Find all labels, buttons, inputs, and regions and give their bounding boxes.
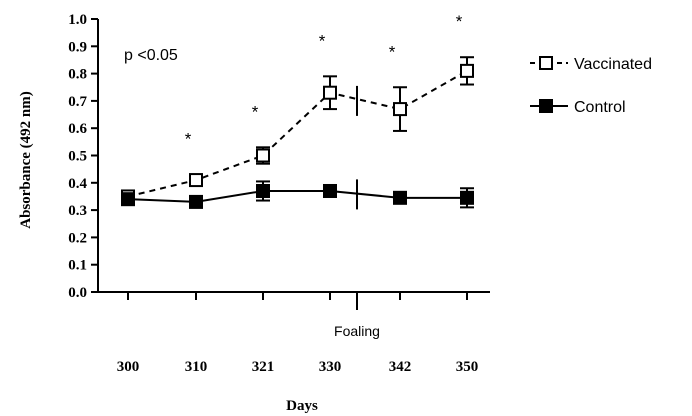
y-tick-label: 0.7: [68, 94, 87, 110]
y-tick-label: 1.0: [68, 12, 87, 28]
significance-star: *: [456, 12, 463, 31]
data-point: [121, 192, 135, 207]
data-point: [189, 173, 203, 188]
data-point: [323, 85, 337, 100]
y-tick-label: 0.9: [68, 39, 87, 55]
y-axis-title: Absorbance (492 nm): [18, 91, 34, 229]
y-tick-label: 0.0: [68, 285, 87, 301]
x-tick-label: 321: [252, 359, 275, 375]
legend-item-vaccinated: Vaccinated: [530, 56, 652, 73]
significance-star: *: [185, 130, 192, 149]
legend: Vaccinated Control: [530, 56, 652, 116]
x-tick-label: 330: [319, 359, 342, 375]
y-tick-labels: 0.0 0.1 0.2 0.3 0.4 0.5 0.6 0.7 0.8 0.9 1.0: [68, 12, 87, 301]
y-tick-label: 0.4: [68, 176, 87, 192]
x-tick-label: 310: [185, 359, 208, 375]
legend-label-vaccinated: Vaccinated: [574, 56, 652, 73]
data-point: [393, 190, 407, 205]
legend-item-control: Control: [530, 99, 626, 116]
y-tick-label: 0.5: [68, 149, 87, 165]
data-point: [189, 194, 203, 209]
x-tick-labels: 300 310 321 330 342 350: [117, 359, 479, 375]
series-line: [127, 189, 467, 203]
foaling-label: Foaling: [334, 323, 380, 339]
data-point: [256, 183, 270, 198]
p-value-annotation: p <0.05: [124, 47, 178, 64]
data-point: [460, 63, 474, 78]
series-control: [121, 179, 474, 210]
data-point: [323, 183, 337, 198]
series-layer: [121, 56, 474, 210]
x-axis-title: Days: [286, 398, 318, 414]
significance-star: *: [252, 102, 259, 121]
y-tick-label: 0.1: [68, 258, 87, 274]
legend-label-control: Control: [574, 99, 626, 116]
significance-star: *: [319, 31, 326, 50]
x-tick-label: 342: [389, 359, 412, 375]
y-tick-label: 0.8: [68, 67, 87, 83]
significance-star: *: [389, 42, 396, 61]
data-point: [393, 102, 407, 117]
data-point: [256, 148, 270, 163]
y-tick-label: 0.6: [68, 121, 87, 137]
x-tick-label: 350: [456, 359, 479, 375]
series-line: [127, 70, 468, 198]
data-point: [460, 190, 474, 205]
significance-markers: * * * * *: [185, 12, 463, 148]
series-vaccinated: [121, 56, 474, 204]
axes: [91, 18, 490, 310]
y-tick-label: 0.2: [68, 230, 87, 246]
y-tick-label: 0.3: [68, 203, 87, 219]
x-tick-label: 300: [117, 359, 140, 375]
